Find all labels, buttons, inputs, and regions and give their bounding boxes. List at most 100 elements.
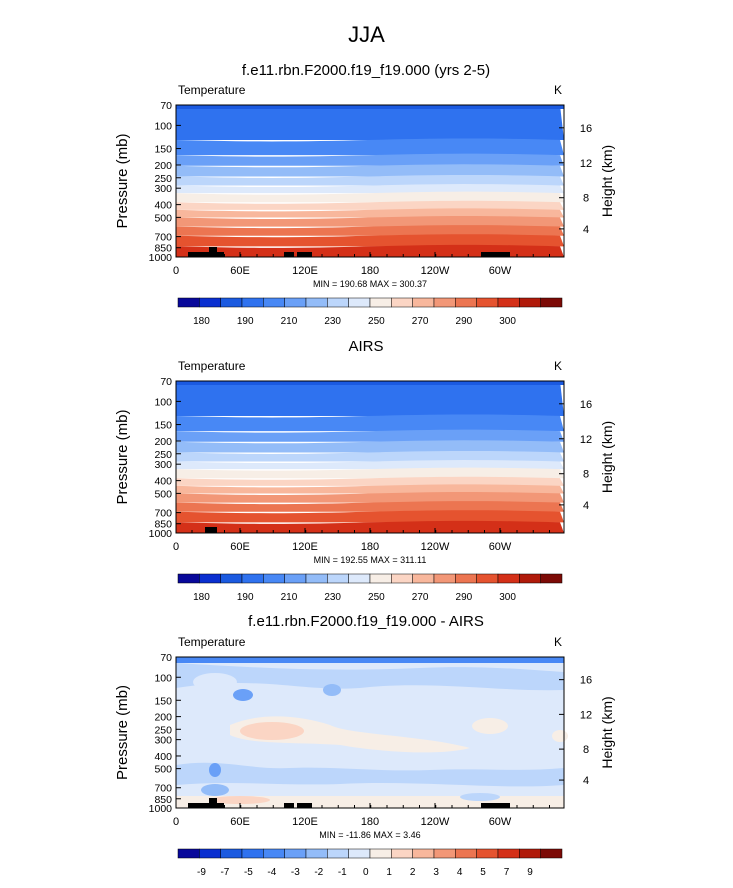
chart0-contour-band <box>176 138 564 156</box>
chart1-colorbar-swatch <box>540 573 563 584</box>
chart0-contour-band <box>176 191 564 203</box>
chart2-colorbar-label: 9 <box>527 867 533 878</box>
chart0-xtick-label: 180 <box>361 265 379 277</box>
chart2-contour-band <box>233 689 253 701</box>
chart1-height-tick-label: 16 <box>580 399 592 411</box>
chart1-contour-band <box>176 484 564 494</box>
chart1-colorbar-swatch <box>284 573 307 584</box>
chart2-colorbar-swatch <box>412 848 435 859</box>
chart2-contour-band <box>210 796 270 804</box>
chart1-colorbar-label: 190 <box>237 592 254 603</box>
chart1-contour-band <box>176 381 564 385</box>
chart1-xtick-label: 120W <box>421 541 450 553</box>
chart0-colorbar-swatch <box>540 297 563 308</box>
chart0-ytick-label: 250 <box>154 173 172 185</box>
chart2-colorbar-swatch <box>540 848 563 859</box>
chart1-contour-band <box>176 460 564 470</box>
chart1-colorbar-label: 180 <box>193 592 210 603</box>
chart2-ytick-label: 700 <box>154 783 172 795</box>
chart2-ytick-label: 100 <box>154 672 172 684</box>
chart0-contour-band <box>176 234 564 247</box>
chart1-topography <box>205 527 217 533</box>
chart1-colorbar-label: 250 <box>368 592 385 603</box>
chart0-contour-band <box>176 200 564 210</box>
chart0-ytick-label: 100 <box>154 120 172 132</box>
chart0-height-tick-label: 4 <box>583 224 589 236</box>
chart2-colorbar-label: -1 <box>338 867 347 878</box>
chart0-ytick-label: 850 <box>154 243 172 255</box>
chart1-plot-area <box>176 381 564 533</box>
chart2-contour-band <box>552 730 568 742</box>
chart0-colorbar-swatch <box>177 297 200 308</box>
chart1-ytick-label: 70 <box>160 376 172 388</box>
chart2-colorbar-swatch <box>284 848 307 859</box>
chart2-contour-band <box>201 784 229 796</box>
chart0-ytick-label: 70 <box>160 100 172 112</box>
chart2-colorbar-label: -9 <box>197 867 206 878</box>
chart1-contour-band <box>176 501 564 512</box>
chart2-colorbar-swatch <box>497 848 520 859</box>
chart0-colorbar-swatch <box>433 297 456 308</box>
chart0-colorbar-swatch <box>241 297 264 308</box>
chart0-height-tick-label: 12 <box>580 158 592 170</box>
chart0-colorbar-swatch <box>305 297 328 308</box>
chart1-ytick-label: 300 <box>154 459 172 471</box>
chart0-ytick-label: 200 <box>154 160 172 172</box>
chart0-ylabel-right: Height (km) <box>599 145 615 217</box>
chart2-ytick-label: 200 <box>154 712 172 724</box>
chart1-colorbar-swatch <box>391 573 413 584</box>
chart0-ytick-label: 1000 <box>149 252 173 264</box>
chart2-height-tick-label: 8 <box>583 744 589 756</box>
chart0-colorbar-label: 180 <box>193 316 210 327</box>
chart2-right-label: K <box>554 635 562 649</box>
chart1-contour-band <box>176 440 564 453</box>
chart0-ytick-label: 150 <box>154 144 172 156</box>
chart2-colorbar-label: 1 <box>386 867 392 878</box>
chart0-right-label: K <box>554 83 562 97</box>
chart2-height-tick-label: 12 <box>580 709 592 721</box>
chart2-colorbar-swatch <box>455 848 477 859</box>
chart0-colorbar-swatch <box>199 297 221 308</box>
chart0-colorbar-label: 300 <box>499 316 516 327</box>
chart2-colorbar-swatch <box>199 848 221 859</box>
chart2-left-label: Temperature <box>178 635 246 649</box>
chart2-xtick-label: 180 <box>361 816 379 828</box>
chart0-colorbar-swatch <box>284 297 307 308</box>
chart0-plot-area <box>176 105 564 257</box>
chart2-xtick-label: 0 <box>173 816 179 828</box>
chart0-colorbar-swatch <box>327 297 349 308</box>
chart2-ylabel-right: Height (km) <box>599 696 615 768</box>
chart2-xtick-label: 60W <box>489 816 512 828</box>
chart2-colorbar-swatch <box>348 848 371 859</box>
chart1-contour-band <box>176 381 564 416</box>
chart1-ytick-label: 100 <box>154 396 172 408</box>
chart2-colorbar-swatch <box>519 848 541 859</box>
chart2-plot-area <box>176 657 568 808</box>
chart1-right-label: K <box>554 359 562 373</box>
chart0-contour-band <box>176 105 564 140</box>
chart2-topography-block <box>481 803 510 808</box>
chart0-colorbar-label: 190 <box>237 316 254 327</box>
chart2-height-tick-label: 4 <box>583 775 589 787</box>
chart1-colorbar-swatch <box>199 573 221 584</box>
chart0-xtick-label: 120E <box>292 265 318 277</box>
chart0-contour-band <box>176 174 564 186</box>
chart0-left-label: Temperature <box>178 83 246 97</box>
chart0-contour-band <box>176 215 564 227</box>
chart1-contour-band <box>176 520 564 533</box>
chart0-topography-block <box>209 247 217 257</box>
chart1-colorbar-swatch <box>220 573 243 584</box>
chart1-ytick-label: 700 <box>154 508 172 520</box>
chart0-contour-band <box>176 225 564 236</box>
chart2-colorbar-swatch <box>369 848 392 859</box>
chart1-left-label: Temperature <box>178 359 246 373</box>
chart1-topography-block <box>205 527 217 533</box>
chart0-xtick-label: 60E <box>230 265 250 277</box>
chart1-colorbar-label: 290 <box>456 592 473 603</box>
chart2-ytick-label: 300 <box>154 735 172 747</box>
chart0-contour-band <box>176 184 564 194</box>
chart2-topography-block <box>209 798 217 808</box>
chart2-colorbar-label: 4 <box>457 867 463 878</box>
chart2-ytick-label: 70 <box>160 652 172 664</box>
chart0-colorbar-label: 250 <box>368 316 385 327</box>
